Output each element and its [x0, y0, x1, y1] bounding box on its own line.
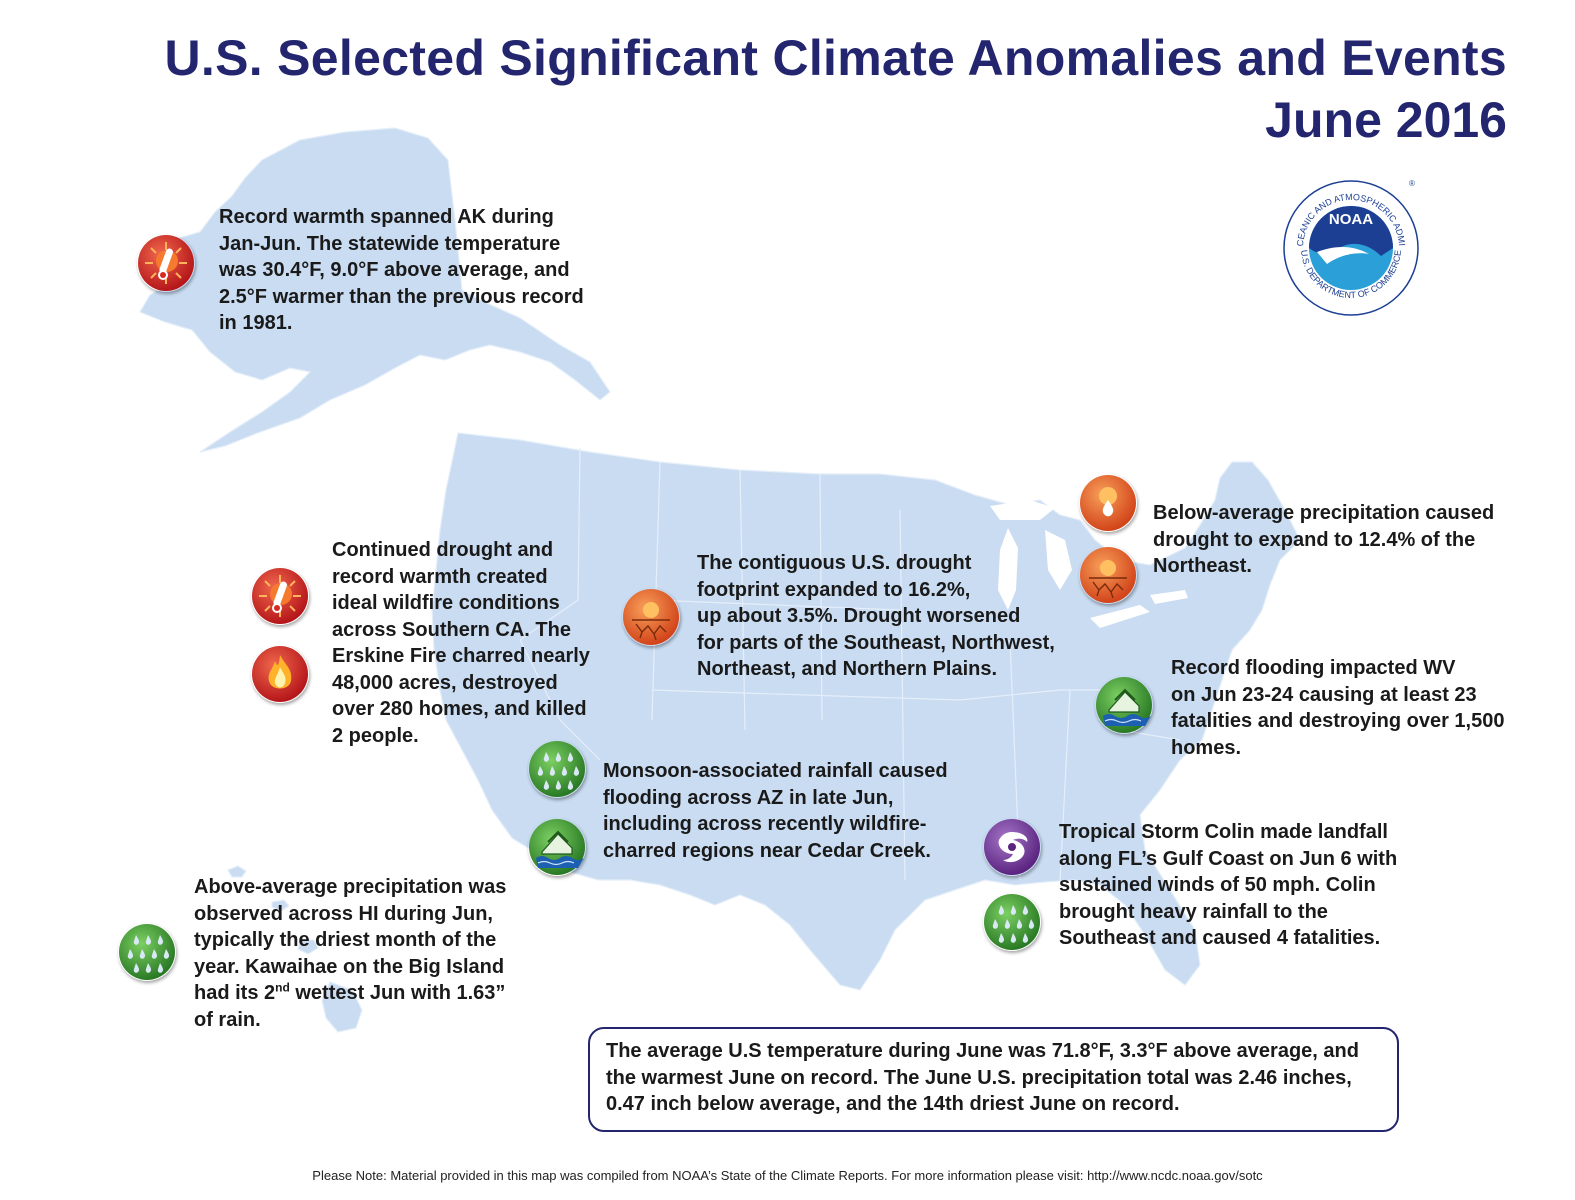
note-alaska: Record warmth spanned AK during Jan-Jun.…	[219, 206, 584, 334]
heavy-rain-icon	[118, 923, 176, 981]
heavy-rain-icon	[983, 893, 1041, 951]
footer-note: Please Note: Material provided in this m…	[312, 1168, 1263, 1183]
dry-precipitation-icon	[1079, 474, 1137, 532]
flood-icon	[528, 818, 586, 876]
summary-box: The average U.S temperature during June …	[588, 1027, 1399, 1132]
note-tropical-storm-colin: Tropical Storm Colin made landfall along…	[1059, 821, 1398, 949]
noaa-logo-text: NOAA	[1329, 211, 1373, 228]
noaa-logo: NATIONAL OCEANIC AND ATMOSPHERIC ADMINIS…	[1277, 170, 1421, 318]
flood-icon	[1095, 676, 1153, 734]
warm-thermometer-icon	[251, 567, 309, 625]
note-drought: The contiguous U.S. drought footprint ex…	[697, 552, 1055, 680]
tropical-storm-icon	[983, 818, 1041, 876]
note-california: Continued drought and record warmth crea…	[332, 539, 590, 747]
drought-icon	[1079, 546, 1137, 604]
warm-thermometer-icon	[137, 234, 195, 292]
page-title: U.S. Selected Significant Climate Anomal…	[164, 30, 1507, 86]
note-hawaii: Above-average precipitation was observed…	[194, 876, 507, 1031]
drought-icon	[622, 588, 680, 646]
heavy-rain-icon	[528, 740, 586, 798]
note-west-virginia: Record flooding impacted WV on Jun 23-24…	[1171, 657, 1505, 759]
wildfire-icon	[251, 645, 309, 703]
note-northeast: Below-average precipitation caused droug…	[1153, 502, 1495, 577]
hawaii-shape	[227, 865, 247, 878]
page-subtitle: June 2016	[1265, 92, 1507, 148]
alaska-shape	[139, 127, 611, 453]
note-arizona: Monsoon-associated rainfall caused flood…	[603, 760, 948, 862]
svg-text:®: ®	[1409, 179, 1415, 188]
